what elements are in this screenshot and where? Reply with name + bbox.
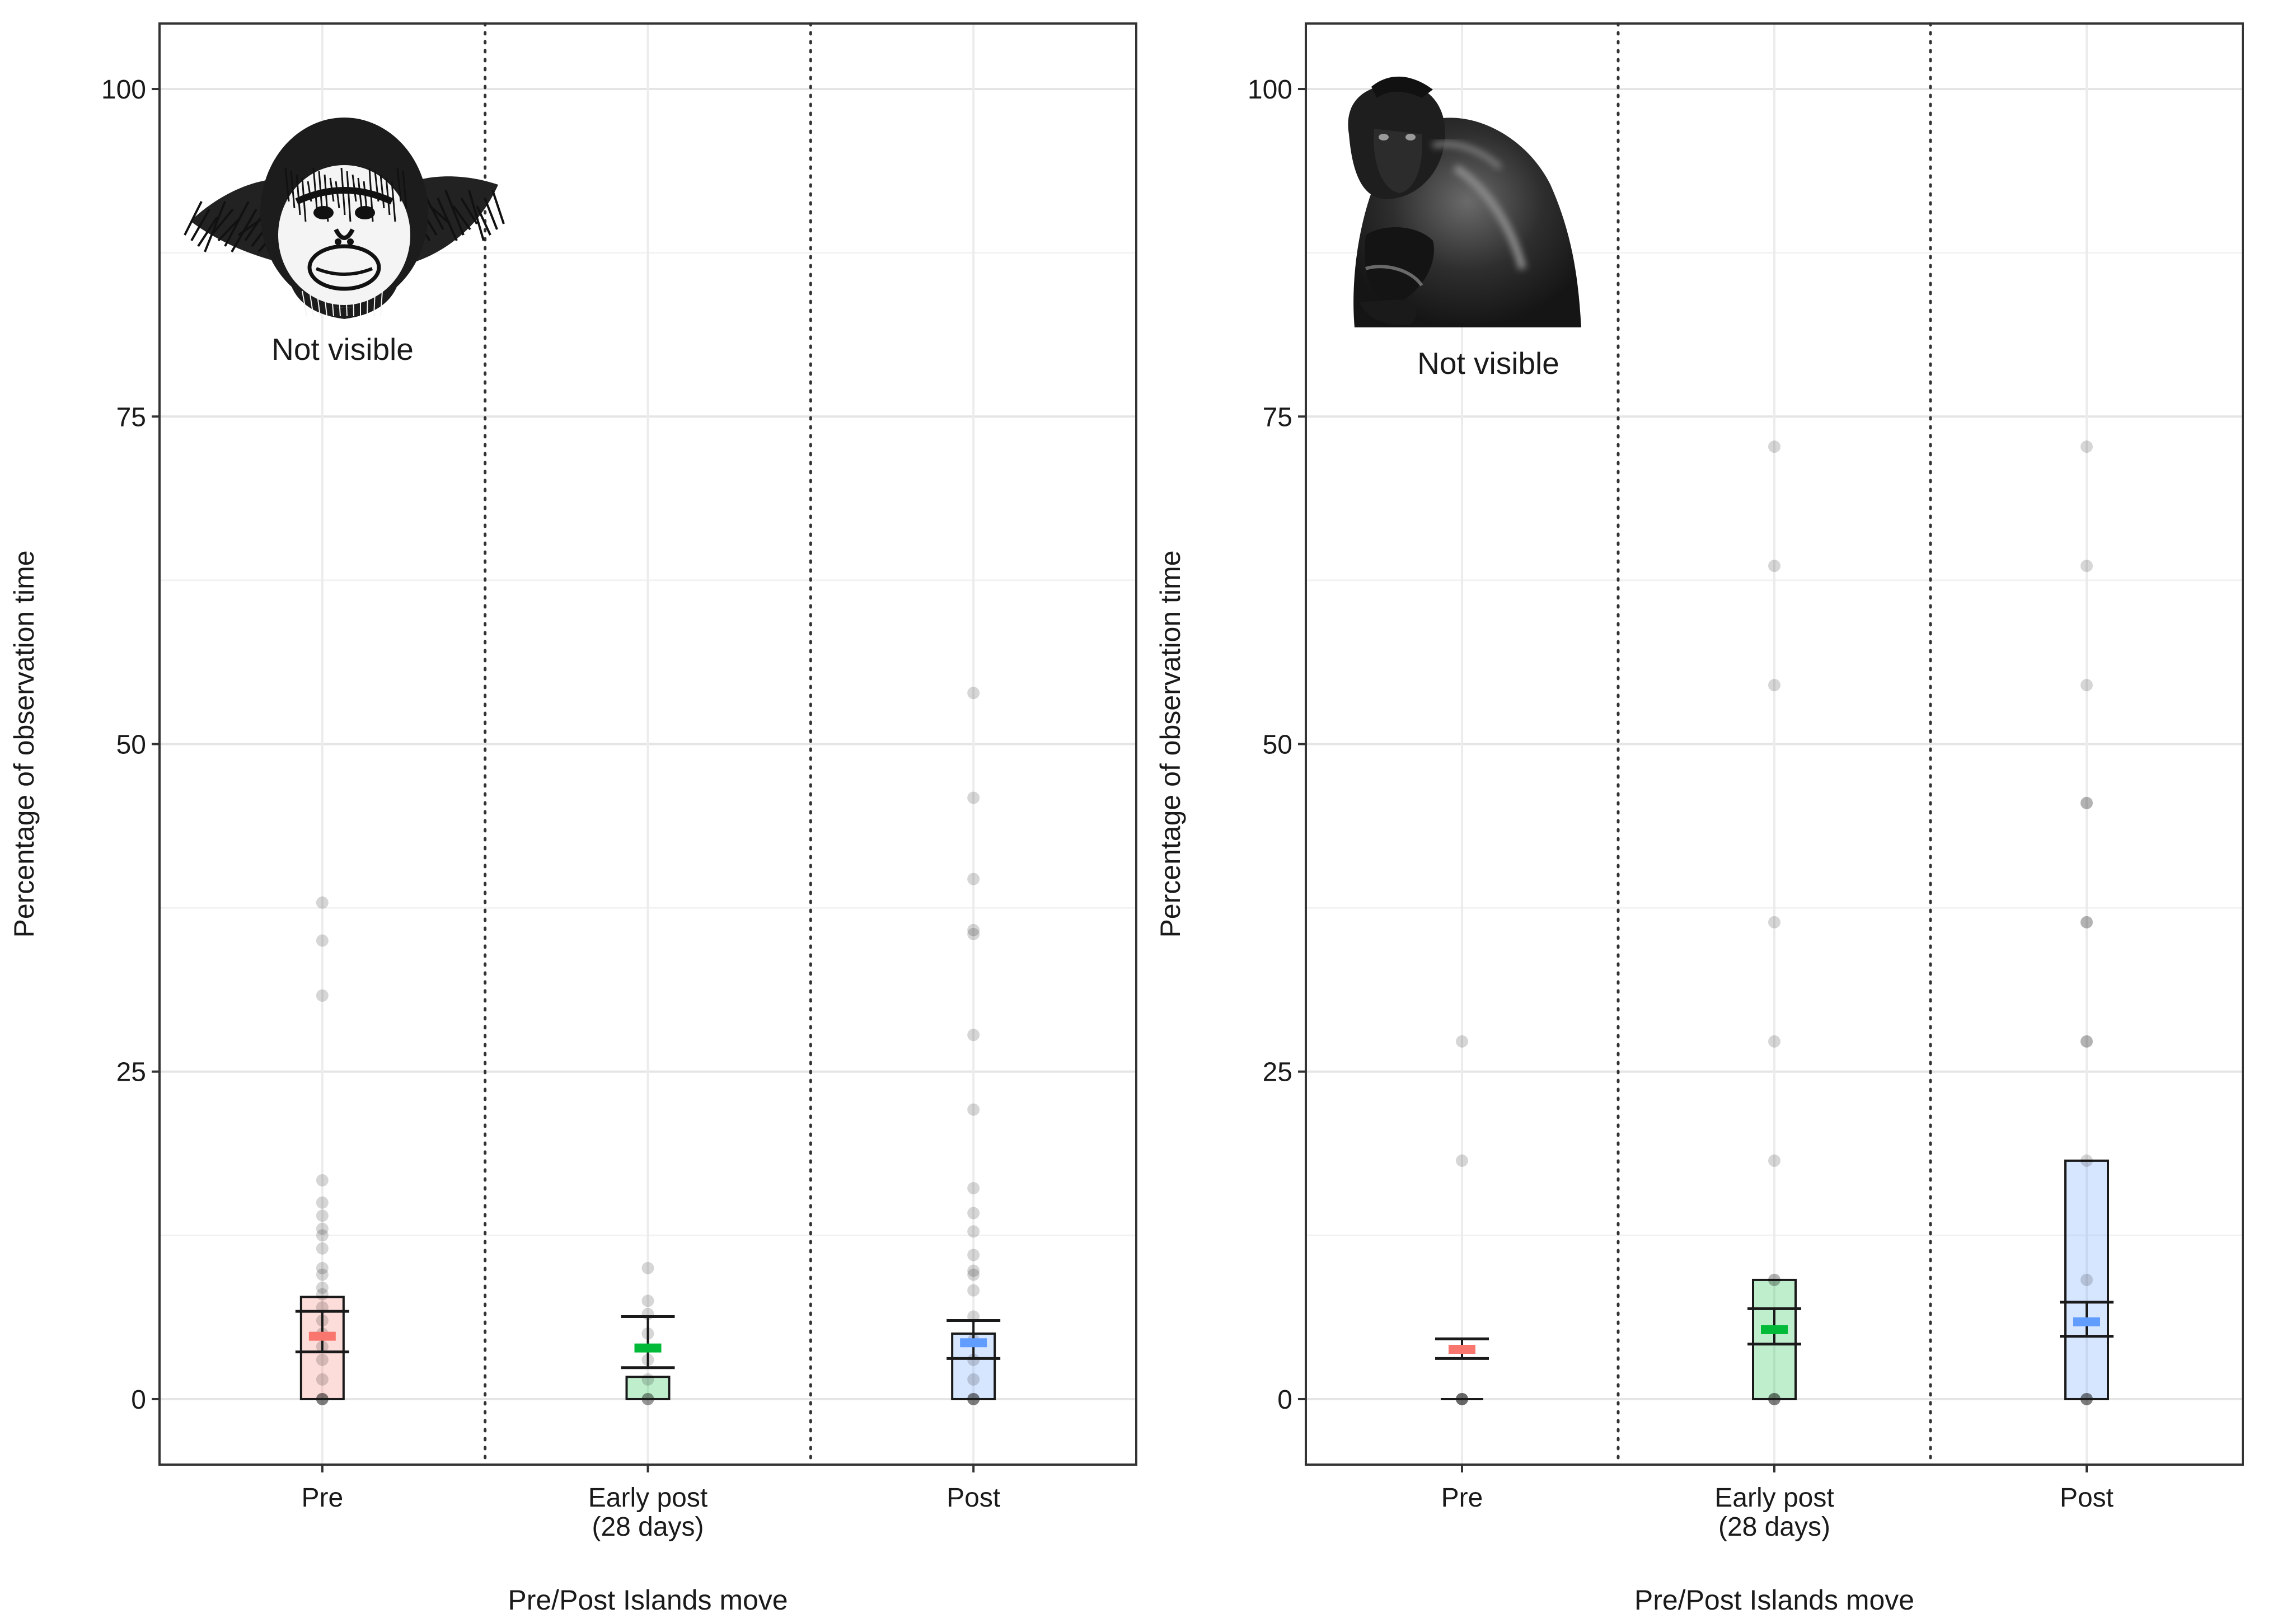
x-axis-title: Pre/Post Islands move <box>1634 1584 1914 1616</box>
data-point <box>2081 1154 2093 1167</box>
data-point <box>2081 1035 2093 1048</box>
data-point <box>2081 916 2093 928</box>
data-point <box>316 1242 329 1255</box>
data-point <box>2081 560 2093 573</box>
data-point <box>967 1207 980 1219</box>
data-point <box>2081 679 2093 692</box>
data-point <box>316 1174 329 1187</box>
data-point <box>316 1261 329 1274</box>
y-tick-label: 50 <box>1263 730 1292 760</box>
series-group-3 <box>946 687 1001 1405</box>
data-point <box>316 1373 329 1386</box>
x-tick-label: Post <box>2060 1483 2114 1513</box>
y-tick-label: 50 <box>116 730 146 760</box>
data-point <box>967 791 980 804</box>
y-tick-label: 75 <box>1263 402 1292 432</box>
x-tick-label: (28 days) <box>1718 1512 1830 1542</box>
data-point <box>1456 1035 1468 1048</box>
data-point <box>316 1353 329 1366</box>
data-point <box>316 934 329 947</box>
data-point <box>316 1288 329 1301</box>
box-rect <box>625 1376 671 1400</box>
data-point <box>2081 1273 2093 1286</box>
data-point <box>1768 1154 1780 1167</box>
x-tick-label: Early post <box>1714 1483 1834 1513</box>
orangutan-drawing <box>184 118 505 319</box>
y-axis-title: Percentage of observation time <box>1155 550 1186 937</box>
y-tick-label: 25 <box>116 1058 146 1087</box>
annotation-label: Not visible <box>271 332 414 367</box>
data-point <box>1768 1035 1780 1048</box>
data-point <box>316 1209 329 1222</box>
series-group-2 <box>1747 440 1801 1405</box>
data-point <box>1456 1154 1468 1167</box>
data-point <box>967 873 980 885</box>
data-point <box>641 1261 654 1274</box>
data-point <box>967 687 980 700</box>
data-point <box>316 1268 329 1281</box>
data-point <box>1768 1273 1780 1286</box>
data-point <box>316 896 329 909</box>
data-point <box>641 1373 654 1386</box>
y-tick-label: 75 <box>116 402 146 432</box>
data-point <box>316 989 329 1002</box>
series-group-2 <box>621 1261 675 1405</box>
annotation-label: Not visible <box>1417 346 1559 381</box>
series-group-1 <box>1435 1035 1489 1405</box>
data-point <box>1768 679 1780 692</box>
data-point <box>967 1029 980 1042</box>
data-point <box>316 1222 329 1235</box>
series-group-1 <box>295 896 349 1405</box>
x-tick-label: Post <box>946 1483 1000 1513</box>
macaque-photo <box>1348 76 1581 327</box>
series-group-3 <box>2060 440 2114 1405</box>
data-point <box>967 1284 980 1297</box>
data-point <box>967 1373 980 1386</box>
data-point <box>1768 440 1780 453</box>
x-tick-label: (28 days) <box>592 1512 704 1542</box>
chart-panel-2: 0 25 50 75 100 Pre Early post(28 days) Post Pre/… <box>1155 22 2244 1616</box>
data-point <box>316 1196 329 1209</box>
y-tick-label: 0 <box>1277 1385 1292 1415</box>
box-rect <box>2064 1159 2109 1400</box>
data-point <box>1768 916 1780 928</box>
data-point <box>2081 796 2093 809</box>
y-tick-label: 100 <box>1248 75 1292 105</box>
data-point <box>641 1294 654 1307</box>
y-tick-label: 0 <box>131 1385 146 1415</box>
x-axis-title: Pre/Post Islands move <box>508 1584 788 1616</box>
data-point <box>967 1225 980 1238</box>
chart-panel-1: 0 25 50 75 100 Pre Early post(28 days) Post Pre/… <box>8 22 1137 1616</box>
y-axis-title: Percentage of observation time <box>8 550 40 937</box>
data-point <box>1768 560 1780 573</box>
data-point <box>316 1281 329 1294</box>
data-point <box>967 1264 980 1277</box>
data-point <box>2081 916 2093 928</box>
data-point <box>967 923 980 936</box>
data-point <box>2081 440 2093 453</box>
y-tick-label: 100 <box>101 75 146 105</box>
data-point <box>967 1182 980 1195</box>
data-point <box>967 1103 980 1116</box>
x-tick-label: Pre <box>301 1483 343 1513</box>
y-tick-label: 25 <box>1263 1058 1292 1087</box>
data-point <box>2081 796 2093 809</box>
data-point <box>967 1249 980 1261</box>
data-point <box>2081 1035 2093 1048</box>
data-point <box>316 1229 329 1242</box>
data-point <box>967 1268 980 1281</box>
x-tick-label: Early post <box>588 1483 707 1513</box>
data-point <box>967 927 980 940</box>
x-tick-label: Pre <box>1441 1483 1483 1513</box>
data-point <box>1768 1273 1780 1286</box>
